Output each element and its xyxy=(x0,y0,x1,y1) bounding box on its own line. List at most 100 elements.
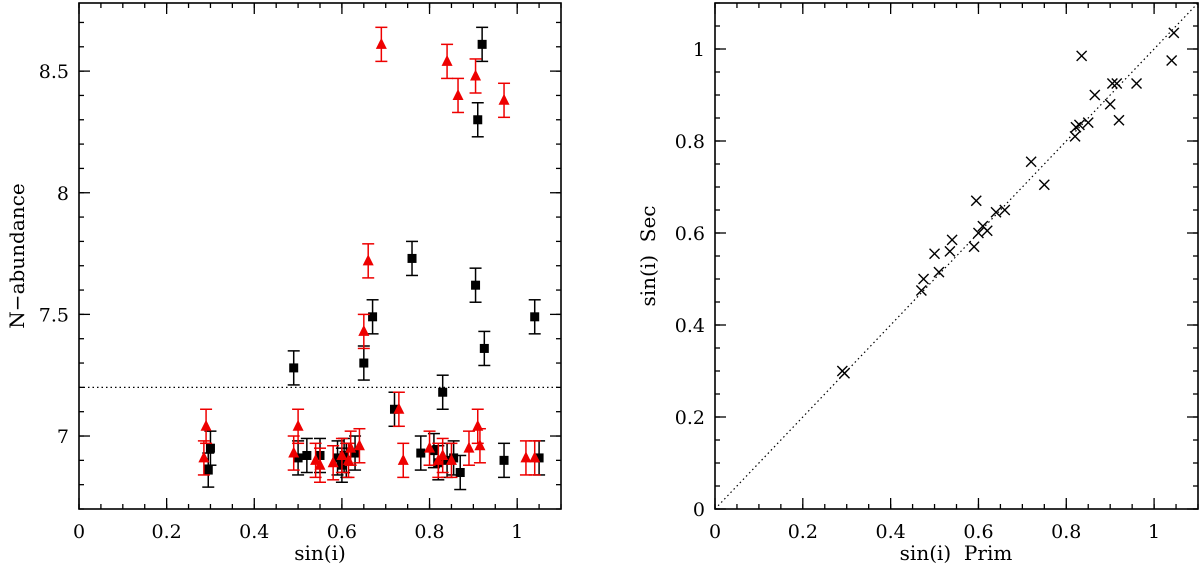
square-marker xyxy=(289,363,299,373)
cross-point xyxy=(1104,98,1116,110)
cross-point xyxy=(981,225,993,237)
triangle-point xyxy=(197,440,210,476)
cross-point xyxy=(1168,27,1180,39)
square-point xyxy=(300,437,313,474)
triangle-point xyxy=(327,445,340,481)
triangle-marker xyxy=(362,254,374,266)
x-tick-label: 0.2 xyxy=(788,521,818,543)
triangle-point xyxy=(200,408,213,445)
cross-stroke xyxy=(839,367,851,379)
y-tick-label: 8 xyxy=(57,183,69,205)
triangle-marker xyxy=(424,441,436,453)
triangle-marker xyxy=(445,453,457,465)
triangle-marker xyxy=(441,54,453,66)
square-marker xyxy=(359,358,369,368)
triangle-point xyxy=(519,440,532,476)
cross-stroke xyxy=(981,225,993,237)
square-point xyxy=(366,299,379,335)
cross-stroke xyxy=(1069,130,1081,142)
triangle-marker xyxy=(327,456,339,468)
triangle-point xyxy=(473,427,486,464)
cross-point xyxy=(915,285,927,296)
right-ticks: 0 0.2 0.4 0.6 0.8 1 0 0.2 0.4 0.6 0.8 1 xyxy=(675,2,1199,543)
cross-stroke xyxy=(915,285,927,296)
triangle-marker xyxy=(463,441,475,453)
triangle-marker xyxy=(200,419,212,431)
left-data-points xyxy=(197,26,546,491)
square-marker xyxy=(389,404,399,414)
cross-point xyxy=(1106,78,1118,89)
triangle-point xyxy=(436,437,449,474)
cross-point xyxy=(944,245,956,257)
cross-stroke xyxy=(946,234,958,246)
triangle-marker xyxy=(474,439,486,451)
square-point xyxy=(469,267,482,303)
x-tick-label: 1 xyxy=(511,521,523,543)
square-point xyxy=(202,452,215,488)
left-panel: 0 0.2 0.4 0.6 0.8 1 7 7.5 8 8.5 sin(i) N−abundanc… xyxy=(5,2,562,565)
square-marker xyxy=(205,443,215,453)
cross-point xyxy=(839,367,851,379)
triangle-point xyxy=(441,43,454,80)
square-marker xyxy=(530,312,540,322)
cross-point xyxy=(968,241,980,253)
cross-point xyxy=(929,248,941,260)
triangle-marker xyxy=(353,439,365,451)
left-y-axis-label: N−abundance xyxy=(5,183,29,328)
cross-stroke xyxy=(1131,78,1143,89)
triangle-point xyxy=(462,430,475,466)
y-tick-label: 0.4 xyxy=(675,315,705,337)
y-tick-label: 7 xyxy=(57,426,69,448)
cross-stroke xyxy=(1073,119,1085,131)
square-marker xyxy=(471,280,481,290)
x-tick-label: 0.4 xyxy=(239,521,269,543)
x-tick-label: 1 xyxy=(1148,521,1160,543)
triangle-point xyxy=(397,442,410,479)
cross-point xyxy=(999,204,1011,216)
cross-point xyxy=(1069,130,1081,142)
square-point xyxy=(471,101,484,138)
triangle-point xyxy=(335,437,348,474)
triangle-marker xyxy=(375,37,387,49)
square-marker xyxy=(416,448,426,458)
triangle-point xyxy=(469,58,482,94)
triangle-point xyxy=(498,82,511,119)
triangle-marker xyxy=(498,93,510,105)
cross-stroke xyxy=(1104,98,1116,110)
cross-point xyxy=(918,273,930,285)
triangle-marker xyxy=(288,446,300,458)
triangle-marker xyxy=(393,402,405,414)
cross-point xyxy=(1166,55,1178,66)
cross-point xyxy=(946,234,958,246)
square-marker xyxy=(350,448,360,458)
square-marker xyxy=(293,453,303,463)
right-panel: 0 0.2 0.4 0.6 0.8 1 0 0.2 0.4 0.6 0.8 1 sin(i) Prim… xyxy=(636,2,1199,565)
square-marker xyxy=(477,39,487,49)
right-x-axis-label: sin(i) Prim xyxy=(900,541,1013,565)
square-point xyxy=(406,240,419,277)
y-tick-label: 0 xyxy=(693,499,705,521)
y-tick-label: 0.6 xyxy=(675,223,705,245)
y-tick-label: 7.5 xyxy=(39,304,69,326)
cross-point xyxy=(990,206,1002,218)
x-tick-label: 0.6 xyxy=(327,521,357,543)
square-point xyxy=(357,345,370,381)
triangle-marker xyxy=(470,69,482,81)
triangle-marker xyxy=(358,324,370,336)
square-marker xyxy=(449,453,459,463)
cross-stroke xyxy=(1166,55,1178,66)
cross-point xyxy=(972,227,984,239)
triangle-point xyxy=(292,408,305,445)
cross-stroke xyxy=(1082,117,1094,129)
square-marker xyxy=(473,115,483,125)
x-tick-label: 0.8 xyxy=(414,521,444,543)
x-tick-label: 0.4 xyxy=(876,521,906,543)
left-x-axis-label: sin(i) xyxy=(294,541,346,565)
triangle-marker xyxy=(397,453,409,465)
cross-point xyxy=(970,195,982,207)
cross-point xyxy=(1038,179,1050,191)
square-marker xyxy=(203,465,213,475)
triangle-point xyxy=(375,26,388,63)
square-point xyxy=(476,26,489,63)
